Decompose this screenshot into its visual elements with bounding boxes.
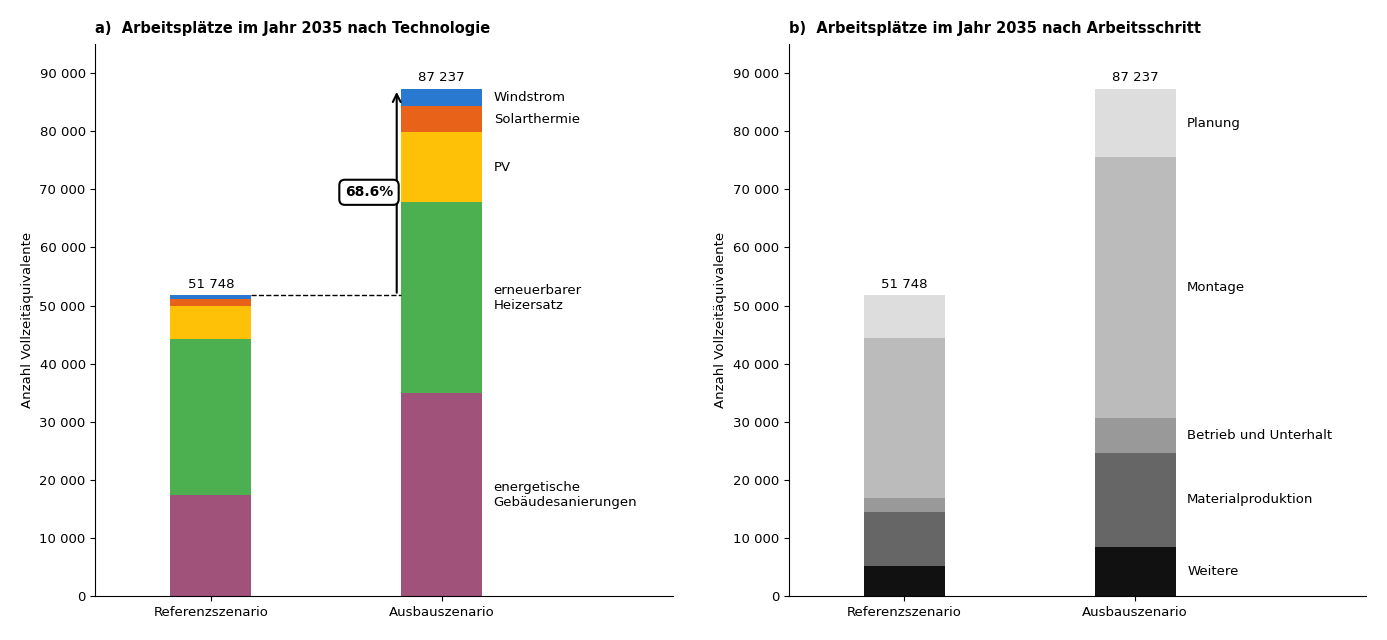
Bar [171,296,251,299]
Bar [1094,418,1176,452]
Bar [401,393,483,596]
Y-axis label: Anzahl Vollzeitäquivalente: Anzahl Vollzeitäquivalente [21,232,33,408]
Text: 87 237: 87 237 [1112,72,1158,84]
Bar [1094,452,1176,547]
Text: Materialproduktion: Materialproduktion [1187,493,1313,506]
Bar [1094,547,1176,596]
Text: Betrieb und Unterhalt: Betrieb und Unterhalt [1187,429,1333,442]
Text: Montage: Montage [1187,281,1246,294]
Text: 51 748: 51 748 [187,278,234,291]
Text: erneuerbarer
Heizersatz: erneuerbarer Heizersatz [494,284,581,312]
Text: 68.6%: 68.6% [345,186,393,199]
Text: PV: PV [494,161,510,173]
Bar [171,495,251,596]
Text: energetische
Gebäudesanierungen: energetische Gebäudesanierungen [494,481,638,509]
Bar [401,132,483,202]
Bar [401,202,483,393]
Bar [171,306,251,339]
Bar [401,106,483,132]
Text: 51 748: 51 748 [881,278,928,291]
Y-axis label: Anzahl Vollzeitäquivalente: Anzahl Vollzeitäquivalente [714,232,727,408]
Text: Weitere: Weitere [1187,565,1239,578]
Bar [864,338,945,497]
Bar [864,512,945,566]
Text: 87 237: 87 237 [419,72,465,84]
Bar [1094,157,1176,418]
Text: Solarthermie: Solarthermie [494,113,580,125]
Bar [1094,89,1176,157]
Text: Planung: Planung [1187,116,1241,130]
Text: Windstrom: Windstrom [494,91,566,104]
Bar [864,497,945,512]
Bar [171,339,251,495]
Bar [864,566,945,596]
Bar [401,89,483,106]
Text: b)  Arbeitsplätze im Jahr 2035 nach Arbeitsschritt: b) Arbeitsplätze im Jahr 2035 nach Arbei… [789,21,1201,36]
Bar [171,299,251,306]
Text: a)  Arbeitsplätze im Jahr 2035 nach Technologie: a) Arbeitsplätze im Jahr 2035 nach Techn… [96,21,491,36]
Bar [864,296,945,338]
